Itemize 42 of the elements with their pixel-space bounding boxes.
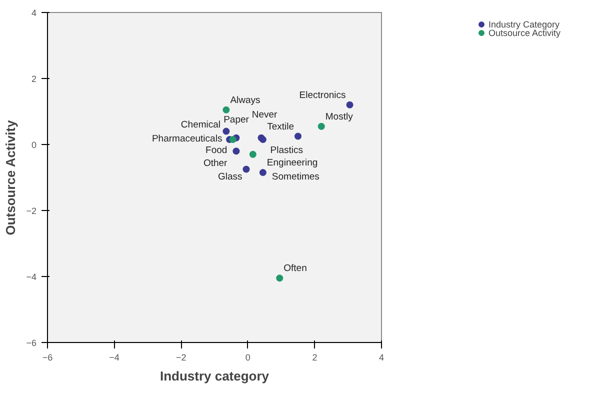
point	[249, 150, 256, 158]
point	[259, 169, 266, 176]
annotation: Sometimes	[272, 171, 320, 182]
point	[276, 274, 284, 282]
point	[318, 122, 325, 130]
annotation: Glass	[218, 171, 242, 182]
annotation: Mostly	[325, 111, 354, 122]
y-axis-title: Outsource Activity	[3, 119, 18, 236]
annotation: Electronics	[299, 90, 346, 101]
point	[232, 148, 240, 155]
x-tick-label: −2	[176, 352, 186, 362]
x-tick-label: −4	[109, 352, 120, 362]
point	[242, 166, 250, 173]
annotation: Plastics	[270, 144, 304, 156]
annotation: Paper	[224, 114, 249, 126]
annotation: Pharmaceuticals	[152, 133, 222, 144]
annotation: Chemical	[180, 120, 221, 131]
x-tick-label: 2	[312, 352, 318, 362]
y-tick-label: 0	[31, 140, 37, 150]
annotation: Always	[230, 94, 261, 106]
annotation: Engineering	[266, 158, 318, 169]
point	[294, 132, 302, 140]
y-tick-label: 2	[31, 74, 37, 84]
x-tick-label: 4	[378, 352, 384, 362]
x-tick-label: 0	[245, 352, 250, 362]
legend-label: Outsource Activity	[488, 28, 562, 38]
y-tick-label: −2	[26, 206, 37, 216]
annotation: Never	[252, 110, 278, 121]
annotation: Food	[206, 144, 228, 156]
legend-label: Industry Category	[488, 19, 560, 30]
annotation: Often	[284, 263, 307, 274]
y-tick-label: −6	[26, 338, 37, 348]
point	[222, 106, 230, 114]
annotation: Textile	[267, 121, 294, 132]
point	[229, 136, 236, 144]
x-tick-label: −6	[42, 352, 53, 362]
y-tick-label: 4	[31, 8, 37, 18]
x-axis-title: Industry category	[160, 368, 270, 384]
annotation: Other	[203, 158, 228, 170]
point	[222, 128, 230, 135]
y-tick-label: −4	[26, 272, 37, 282]
point	[346, 101, 354, 108]
